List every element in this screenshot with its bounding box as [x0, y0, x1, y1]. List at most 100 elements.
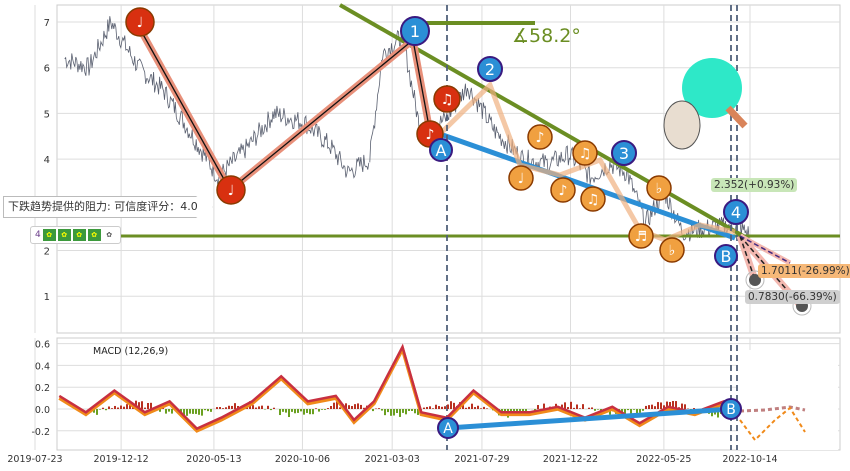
macd-histogram-bar	[285, 409, 287, 413]
note-marker	[646, 175, 672, 201]
macd-histogram-bar	[354, 404, 356, 409]
macd-histogram-bar	[393, 409, 395, 416]
frog-icon: ✿	[42, 229, 56, 241]
macd-histogram-bar	[450, 401, 452, 409]
macd-histogram-bar	[267, 405, 269, 409]
macd-histogram-bar	[225, 407, 227, 409]
macd-panel	[56, 337, 841, 451]
macd-histogram-bar	[405, 409, 407, 415]
macd-histogram-bar	[465, 407, 467, 409]
macd-histogram-bar	[183, 409, 185, 416]
macd-histogram-bar	[207, 409, 209, 412]
note-icon: ♪	[426, 127, 435, 143]
macd-histogram-bar	[471, 403, 473, 409]
macd-histogram-bar	[108, 406, 110, 409]
macd-histogram-bar	[324, 409, 326, 410]
y-tick-label: 2	[44, 247, 50, 258]
note-icon: ♫	[579, 146, 592, 162]
macd-histogram-bar	[348, 405, 350, 409]
macd-histogram-bar	[570, 401, 572, 409]
macd-histogram-bar	[567, 407, 569, 409]
macd-histogram-bar	[453, 402, 455, 409]
macd-histogram-bar	[681, 403, 683, 409]
macd-histogram-bar	[261, 405, 263, 409]
macd-histogram-bar	[387, 409, 389, 413]
macd-histogram-bar	[513, 409, 515, 412]
macd-histogram-bar	[159, 409, 161, 412]
macd-histogram-bar	[381, 409, 383, 411]
macd-histogram-bar	[660, 402, 662, 409]
macd-histogram-bar	[432, 408, 434, 409]
macd-histogram-bar	[573, 407, 575, 409]
wave-label: 4	[731, 203, 741, 222]
macd-histogram-bar	[579, 408, 581, 409]
macd-histogram-bar	[282, 409, 284, 412]
wave-marker	[429, 138, 453, 162]
macd-histogram-bar	[189, 409, 191, 414]
macd-histogram-bar	[666, 401, 668, 409]
note-marker	[659, 237, 685, 263]
macd-title: MACD (12,26,9)	[93, 346, 169, 357]
macd-histogram-bar	[480, 408, 482, 409]
macd-y-tick-label: 0.4	[35, 361, 50, 372]
macd-histogram-bar	[312, 409, 314, 415]
macd-histogram-bar	[399, 409, 401, 417]
macd-histogram-bar	[561, 404, 563, 409]
note-marker	[580, 186, 606, 212]
wave-segment-inner	[229, 39, 414, 191]
note-icon: ♪	[559, 183, 568, 199]
macd-histogram-bar	[639, 409, 641, 413]
macd-histogram-bar	[669, 402, 671, 409]
macd-forecast	[739, 406, 806, 442]
macd-histogram-bar	[303, 409, 305, 415]
macd-histogram-bar	[378, 408, 380, 409]
note-marker	[216, 175, 246, 205]
note-icon: ♬	[635, 229, 648, 245]
macd-histogram-bar	[321, 409, 323, 410]
macd-histogram-bar	[111, 408, 113, 409]
macd-histogram-bar	[138, 402, 140, 409]
current-price-label: 2.352(+0.93%)	[711, 178, 798, 192]
x-tick-label: 2022-10-14	[722, 454, 777, 465]
note-icon: ♩	[137, 15, 144, 31]
macd-histogram-bar	[516, 409, 518, 413]
rating-badge: 4 ✿ ✿ ✿ ✿ ✿	[30, 226, 121, 244]
macd-histogram-bar	[273, 407, 275, 409]
target-ring	[745, 270, 765, 290]
macd-histogram-bar	[216, 407, 218, 409]
macd-histogram-bar	[594, 409, 596, 411]
macd-histogram-bar	[264, 409, 266, 410]
forecast-mask	[738, 350, 838, 450]
ping-pong-paddle-icon	[682, 58, 742, 118]
macd-histogram-bar	[315, 408, 317, 409]
macd-histogram-bar	[582, 404, 584, 409]
macd-histogram-bar	[438, 406, 440, 409]
macd-histogram-bar	[219, 407, 221, 409]
macd-wave-label: B	[726, 402, 736, 418]
note-icon: ♭	[656, 181, 663, 197]
macd-histogram-bar	[345, 403, 347, 409]
wave-marker	[400, 16, 430, 46]
macd-histogram-bar	[657, 402, 659, 409]
note-marker	[572, 140, 598, 166]
macd-histogram-bar	[372, 409, 374, 412]
macd-histogram-bar	[717, 409, 719, 418]
macd-histogram-bar	[336, 401, 338, 409]
macd-histogram-bar	[468, 406, 470, 409]
macd-histogram-bar	[120, 405, 122, 409]
macd-histogram-bar	[537, 405, 539, 409]
macd-y-tick-label: 0.0	[35, 405, 50, 416]
macd-histogram-bar	[684, 404, 686, 409]
note-marker	[508, 165, 534, 191]
wave-marker	[611, 140, 637, 166]
macd-histogram-bar	[588, 407, 590, 409]
macd-ab-line	[447, 406, 732, 431]
note-marker	[125, 7, 155, 37]
macd-signal-line	[58, 344, 811, 433]
macd-histogram-bar	[645, 405, 647, 409]
wave-label: 3	[619, 144, 629, 163]
note-marker	[433, 85, 461, 113]
macd-histogram-bar	[150, 402, 152, 409]
x-tick-label: 2019-12-12	[94, 454, 149, 465]
